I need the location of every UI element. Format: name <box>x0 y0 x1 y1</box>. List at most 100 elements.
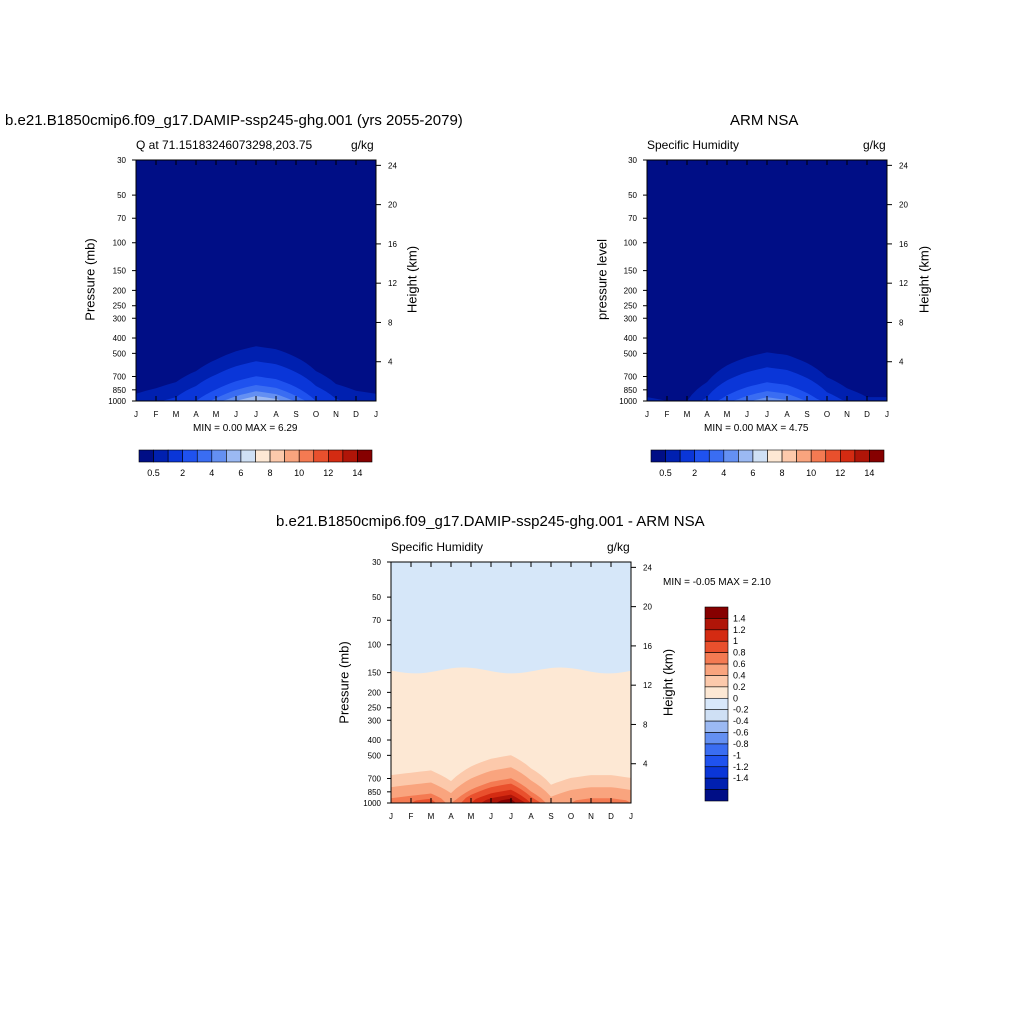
panel1-colorbar-box <box>240 449 256 463</box>
panel2-ytick-label: 1000 <box>619 397 637 406</box>
panel3-colorbar-label: 1.2 <box>733 625 746 635</box>
panel2-xtick-label: J <box>885 410 889 419</box>
panel3-colorbar-box <box>704 755 729 768</box>
panel1-colorbar-box <box>167 449 183 463</box>
panel2-contours <box>647 160 887 401</box>
panel1-ytick-label: 200 <box>113 286 127 295</box>
panel3-xtick-label: J <box>629 812 633 821</box>
panel3-xtick-label: F <box>409 812 414 821</box>
panel1-htick-label: 4 <box>388 358 393 367</box>
panel3-htick-label: 12 <box>643 681 652 690</box>
panel3-ytick-label: 700 <box>368 774 382 783</box>
panel3-subtitle-left: Specific Humidity <box>391 540 484 554</box>
panel1-xtick-label: O <box>313 410 319 419</box>
panel2-colorbar-box <box>854 449 870 463</box>
panel1-xtick-label: J <box>374 410 378 419</box>
panel3-colorbar-box <box>704 766 729 779</box>
panel3-colorbar-box <box>704 709 729 722</box>
panel3-colorbar-box <box>704 663 729 676</box>
panel3-colorbar-label: 0.4 <box>733 670 746 680</box>
panel1-ytick-label: 100 <box>113 239 127 248</box>
panel3-ytick-label: 150 <box>368 669 382 678</box>
panel1-stats: MIN = 0.00 MAX = 6.29 <box>193 423 298 434</box>
panel3-ytick-label: 100 <box>368 641 382 650</box>
panel2-colorbar-box <box>825 449 841 463</box>
panel1-colorbar-box <box>269 449 285 463</box>
panel3-colorbar-box <box>704 777 729 790</box>
panel2-colorbar-label: 12 <box>835 468 845 478</box>
panel1-htick-label: 16 <box>388 240 397 249</box>
panel3-colorbar-label: -1.4 <box>733 773 749 783</box>
panel1-htick-label: 24 <box>388 161 397 170</box>
panel2-xtick-label: J <box>765 410 769 419</box>
panel1-ytick-label: 400 <box>113 334 127 343</box>
panel1-colorbar-box <box>138 449 154 463</box>
panel1-colorbar-box <box>196 449 213 463</box>
panel3-xtick-label: J <box>389 812 393 821</box>
panel1-colorbar-label: 14 <box>352 468 362 478</box>
panel1-xtick-label: M <box>173 410 180 419</box>
panel3-colorbar-box <box>704 743 729 756</box>
panel2-colorbar-label: 2 <box>692 468 697 478</box>
panel3-colorbar-label: -0.4 <box>733 716 749 726</box>
panel3-colorbar-label: 0.2 <box>733 682 746 692</box>
panel3-ytick-label: 50 <box>372 593 381 602</box>
panel1-ytick-label: 30 <box>117 156 126 165</box>
panel3-colorbar-label: -1.2 <box>733 762 749 772</box>
panel1-ytick-label: 50 <box>117 191 126 200</box>
panel2-xtick-label: D <box>864 410 870 419</box>
panel3-colorbar-label: 0.6 <box>733 659 746 669</box>
panel2-colorbar-box <box>752 449 768 463</box>
panel3-colorbar-label: 1 <box>733 636 738 646</box>
panel2-title: ARM NSA <box>730 112 799 129</box>
panel3-ytick-label: 850 <box>368 788 382 797</box>
panel1-subtitle-right: g/kg <box>351 138 374 152</box>
panel2-colorbar-box <box>869 449 885 463</box>
panel1-colorbar-box <box>298 449 315 463</box>
panel2-ytick-label: 200 <box>624 286 638 295</box>
panel3-colorbar-box <box>704 720 729 733</box>
panel1-ytick-label: 300 <box>113 314 127 323</box>
panel1-title: b.e21.B1850cmip6.f09_g17.DAMIP-ssp245-gh… <box>5 112 463 129</box>
panel2-htick-label: 4 <box>899 358 904 367</box>
panel2-ytick-label: 300 <box>624 314 638 323</box>
panel3-xtick-label: J <box>509 812 513 821</box>
panel3-ytick-label: 500 <box>368 751 382 760</box>
panel2-colorbar-label: 0.5 <box>659 468 672 478</box>
panel2-ytick-label: 700 <box>624 372 638 381</box>
panel1-colorbar-label: 6 <box>238 468 243 478</box>
panel3-subtitle-right: g/kg <box>607 540 630 554</box>
panel3-colorbar-label: 1.4 <box>733 613 746 623</box>
panel3-colorbar-box <box>704 629 729 642</box>
panel3-xtick-label: A <box>528 812 534 821</box>
panel3-htick-label: 20 <box>643 603 652 612</box>
panel1-ytick-label: 850 <box>113 386 127 395</box>
panel2-htick-label: 16 <box>899 240 908 249</box>
panel3-colorbar-box <box>704 789 729 802</box>
panel2-colorbar-box <box>738 449 754 463</box>
panel2-colorbar-box <box>840 449 856 463</box>
panel3-xtick-label: S <box>548 812 553 821</box>
panel2-xtick-label: M <box>684 410 691 419</box>
panel2-xtick-label: O <box>824 410 830 419</box>
panel1-xtick-label: J <box>234 410 238 419</box>
panel2-colorbar-box <box>723 449 739 463</box>
panel2-colorbar-label: 10 <box>806 468 816 478</box>
panel1-colorbar-label: 0.5 <box>147 468 160 478</box>
panel1-xtick-label: N <box>333 410 339 419</box>
panel2-colorbar-box <box>708 449 725 463</box>
panel1-htick-label: 20 <box>388 201 397 210</box>
panel3-colorbar-label: 0.8 <box>733 648 746 658</box>
panel3-colorbar-box <box>704 732 729 745</box>
panel1-colorbar-box <box>328 449 344 463</box>
panel1-colorbar-box <box>153 449 169 463</box>
panel3-colorbar-label: -0.8 <box>733 739 749 749</box>
panel1-ytick-label: 700 <box>113 372 127 381</box>
panel2-subtitle-left: Specific Humidity <box>647 138 740 152</box>
panel3-colorbar-box <box>704 697 729 711</box>
panel2-xtick-label: S <box>804 410 809 419</box>
panel3-colorbar-box <box>704 686 729 699</box>
panel2-ytick-label: 100 <box>624 239 638 248</box>
panel3-colorbar-label: -1 <box>733 750 741 760</box>
